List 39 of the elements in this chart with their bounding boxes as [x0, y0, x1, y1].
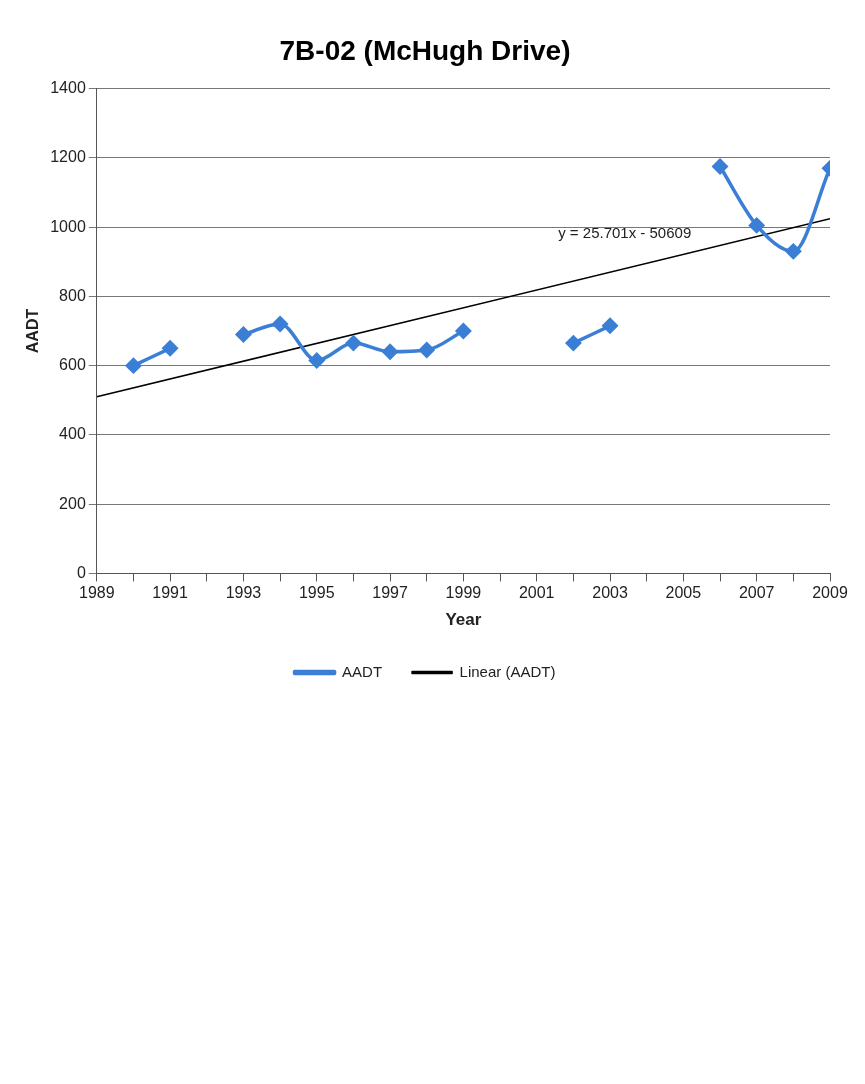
x-tick-label: 2005	[665, 584, 702, 602]
y-tick-label: 1000	[50, 217, 86, 235]
point	[785, 243, 802, 260]
point	[309, 352, 325, 369]
x-tick-label: 1997	[372, 584, 408, 602]
x-tick-label: 1995	[298, 584, 335, 602]
point	[345, 335, 362, 351]
y-tick-label: 800	[59, 286, 86, 304]
point	[602, 318, 618, 334]
x-tick-label: 1991	[152, 584, 189, 602]
annotation: y = 25.701x - 50609	[558, 224, 692, 242]
point	[162, 340, 178, 357]
x-tick-label: 1999	[445, 584, 482, 602]
x-tick-label: 1989	[79, 584, 115, 602]
point	[125, 357, 142, 374]
point	[235, 326, 252, 343]
x-tick-label: 2009	[812, 584, 848, 602]
y-tick-label: 600	[59, 356, 86, 374]
x-tick-label: 2007	[738, 584, 775, 602]
x-tick-label: 1993	[225, 584, 262, 602]
point	[565, 335, 582, 351]
point	[418, 342, 435, 358]
y-tick-label: 200	[59, 494, 86, 512]
x-tick-label: 2001	[518, 584, 555, 602]
y-tick-label: 400	[59, 425, 86, 443]
point	[382, 344, 398, 360]
point	[455, 323, 472, 339]
point	[272, 316, 288, 332]
y-tick-label: 0	[76, 563, 86, 581]
legend-label: AADT	[342, 662, 383, 680]
point	[712, 158, 728, 175]
y-tick-label: 1400	[50, 79, 86, 97]
point	[748, 217, 765, 234]
chart-title: 7B-02 (McHugh Drive)	[279, 34, 571, 66]
x-tick-label: 2003	[592, 584, 628, 602]
x-axis-title: Year	[445, 610, 482, 630]
y-axis-title: AADT	[24, 308, 42, 354]
y-tick-label: 1200	[50, 148, 86, 166]
legend-label: Linear (AADT)	[459, 662, 556, 680]
